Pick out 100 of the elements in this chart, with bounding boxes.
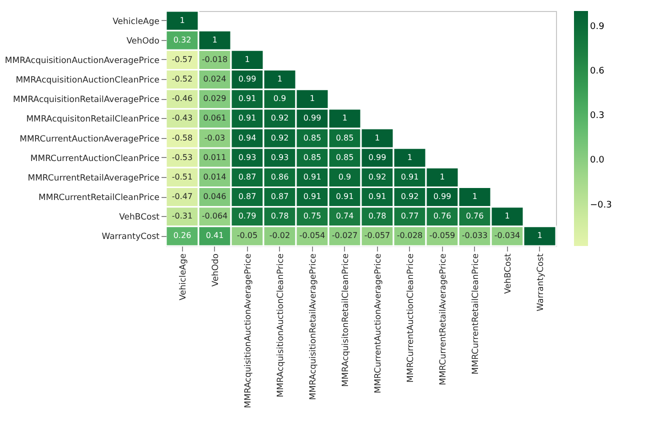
- data-label: 1: [407, 152, 412, 162]
- data-label: 1: [440, 172, 445, 182]
- data-label: 0.32: [173, 35, 192, 44]
- color-bar-label: 0.6: [590, 66, 605, 76]
- data-label: 0.87: [238, 192, 256, 202]
- y-tick-label: MMRAcquisitonRetailCleanPrice: [26, 114, 160, 125]
- data-label: -0.58: [172, 133, 193, 142]
- y-tick-label: MMRAcquisitionAuctionCleanPrice: [16, 76, 160, 86]
- data-label: -0.51: [172, 172, 193, 182]
- data-label: -0.53: [172, 152, 193, 162]
- data-label: -0.033: [462, 231, 488, 240]
- data-label: 0.99: [238, 74, 256, 84]
- data-label: 0.86: [270, 172, 289, 182]
- data-label: 0.87: [238, 172, 256, 182]
- y-tick-label: MMRCurrentAuctionAveragePrice: [20, 134, 160, 144]
- data-label: -0.034: [494, 231, 520, 240]
- data-label: 0.74: [336, 212, 354, 221]
- data-label: -0.47: [172, 192, 193, 202]
- data-label: 0.92: [400, 192, 419, 202]
- y-tick-label: MMRCurrentRetailAveragePrice: [28, 173, 160, 184]
- color-bar-label: 0.3: [590, 111, 604, 122]
- data-label: -0.057: [364, 231, 390, 240]
- data-label: -0.028: [396, 231, 423, 240]
- data-label: 1: [180, 16, 185, 25]
- x-tick-label: MMRAcquisitionAuctionCleanPrice: [276, 254, 286, 398]
- data-label: -0.064: [202, 212, 228, 221]
- data-label: 0.046: [203, 192, 226, 202]
- x-tick-label: MMRCurrentAuctionCleanPrice: [406, 254, 416, 383]
- data-label: 1: [244, 54, 250, 64]
- data-label: -0.52: [172, 74, 193, 84]
- data-label: -0.31: [172, 212, 193, 221]
- data-label: 0.99: [303, 114, 322, 123]
- x-tick-label: MMRCurrentRetailAveragePrice: [438, 254, 448, 386]
- data-label: 0.91: [238, 94, 256, 104]
- data-label: 0.91: [400, 172, 419, 182]
- data-label: 0.93: [270, 152, 289, 162]
- data-label: 1: [342, 114, 348, 123]
- color-bar-label: −0.3: [590, 200, 612, 210]
- data-label: -0.02: [269, 231, 290, 240]
- data-label: 0.78: [270, 212, 289, 221]
- data-label: 0.91: [368, 192, 386, 202]
- color-bar-label: 0.0: [590, 156, 605, 166]
- x-tick-label: MMRCurrentAuctionAveragePrice: [373, 254, 384, 394]
- x-tick-label: WarrantyCost: [536, 252, 546, 312]
- x-tick-label: MMRAcquisitonRetailCleanPrice: [340, 254, 351, 387]
- data-label: 0.91: [303, 192, 322, 202]
- x-tick-label: MMRAcquisitionRetailAveragePrice: [308, 254, 318, 400]
- data-label: 1: [472, 192, 478, 202]
- data-label: 0.76: [466, 212, 484, 221]
- data-label: 0.79: [238, 212, 256, 221]
- data-label: 0.92: [270, 133, 289, 142]
- x-tick-label: VehOdo: [210, 254, 221, 287]
- data-label: -0.57: [172, 54, 193, 64]
- data-label: 0.99: [368, 152, 386, 162]
- data-label: -0.43: [172, 114, 193, 123]
- data-label: 0.99: [433, 192, 452, 202]
- data-label: 0.92: [270, 114, 289, 123]
- data-label: 1: [374, 133, 380, 142]
- y-tick-label: VehOdo: [126, 36, 160, 46]
- data-label: 0.85: [336, 133, 354, 142]
- data-label: 1: [277, 74, 282, 84]
- y-tick-label: MMRAcquisitionRetailAveragePrice: [13, 95, 160, 106]
- data-label: 0.93: [238, 152, 256, 162]
- data-label: 0.94: [238, 133, 256, 142]
- y-tick-label: MMRAcquisitionAuctionAveragePrice: [4, 56, 160, 66]
- data-label: -0.054: [299, 231, 326, 240]
- y-tick-label: MMRCurrentRetailCleanPrice: [38, 193, 160, 204]
- data-label: 0.75: [303, 212, 322, 221]
- data-label: 0.91: [303, 172, 322, 182]
- data-label: 0.91: [336, 192, 354, 202]
- data-label: -0.018: [202, 54, 228, 64]
- data-label: 0.85: [336, 152, 354, 162]
- data-label: 0.9: [273, 94, 286, 104]
- data-label: 0.92: [368, 172, 386, 182]
- data-label: 1: [212, 35, 218, 44]
- data-label: 0.77: [400, 212, 419, 221]
- data-label: 0.014: [203, 172, 226, 182]
- data-label: 0.061: [203, 114, 226, 123]
- x-tick-label: MMRCurrentRetailCleanPrice: [470, 254, 481, 374]
- color-bar-label: 0.9: [590, 22, 605, 32]
- data-label: -0.027: [332, 231, 358, 240]
- data-label: 0.26: [173, 231, 192, 240]
- data-label: 0.9: [338, 172, 352, 182]
- data-label: 0.85: [303, 133, 322, 142]
- x-tick-label: VehBCost: [503, 252, 514, 294]
- data-label: 1: [310, 94, 315, 104]
- data-label: 0.024: [203, 74, 226, 84]
- y-tick-label: VehicleAge: [112, 16, 160, 27]
- data-label: 0.76: [433, 212, 452, 221]
- data-label: -0.03: [204, 133, 226, 142]
- data-label: 0.011: [203, 152, 226, 162]
- data-label: 0.87: [270, 192, 289, 202]
- data-label: -0.059: [429, 231, 456, 240]
- data-label: 1: [504, 212, 510, 221]
- data-label: 0.78: [368, 212, 386, 221]
- data-label: -0.05: [236, 231, 258, 240]
- data-label: 0.41: [206, 231, 224, 240]
- y-tick-label: MMRCurrentAuctionCleanPrice: [30, 154, 160, 164]
- data-label: 0.85: [303, 152, 322, 162]
- data-label: 1: [537, 231, 542, 240]
